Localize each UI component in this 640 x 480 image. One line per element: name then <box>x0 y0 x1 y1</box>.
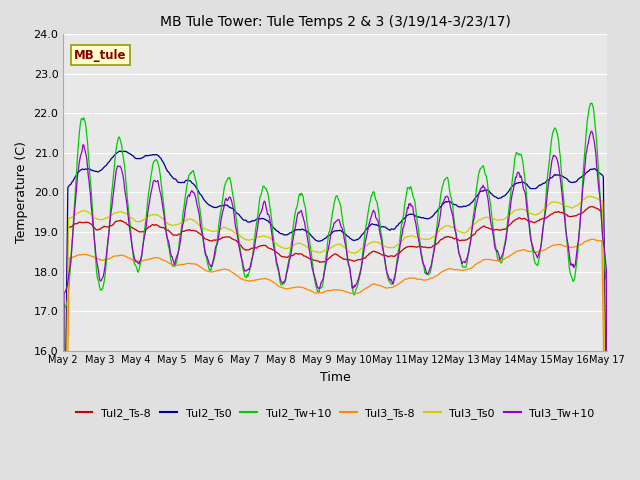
Legend: Tul2_Ts-8, Tul2_Ts0, Tul2_Tw+10, Tul3_Ts-8, Tul3_Ts0, Tul3_Tw+10: Tul2_Ts-8, Tul2_Ts0, Tul2_Tw+10, Tul3_Ts… <box>71 404 599 423</box>
X-axis label: Time: Time <box>320 371 351 384</box>
Y-axis label: Temperature (C): Temperature (C) <box>15 142 28 243</box>
Text: MB_tule: MB_tule <box>74 48 127 61</box>
Title: MB Tule Tower: Tule Temps 2 & 3 (3/19/14-3/23/17): MB Tule Tower: Tule Temps 2 & 3 (3/19/14… <box>160 15 511 29</box>
